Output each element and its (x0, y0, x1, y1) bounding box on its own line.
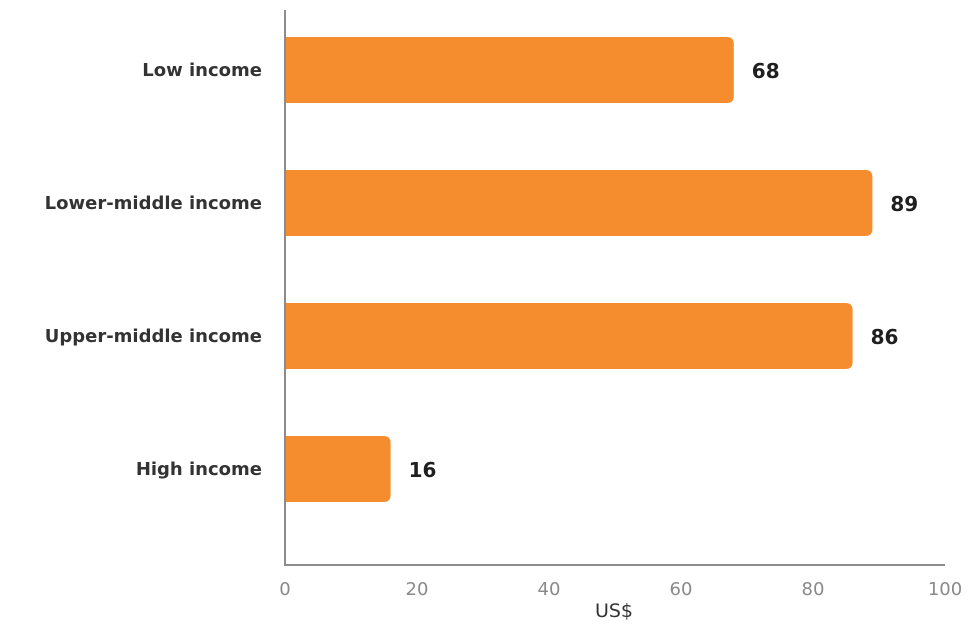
x-axis-title: US$ (595, 600, 633, 622)
bar-upper-middle-income (285, 303, 853, 369)
x-tick-label: 0 (279, 579, 290, 600)
x-tick-label: 100 (928, 579, 962, 600)
bar-lower-middle-income (285, 170, 873, 236)
labels-layer: Low income 68 Lower-middle income 89 Upper-m… (45, 59, 919, 482)
bars-layer (285, 37, 873, 502)
x-tick-label: 20 (406, 579, 429, 600)
value-label: 16 (409, 458, 437, 482)
bar-low-income (285, 37, 734, 103)
value-label: 86 (871, 325, 899, 349)
x-ticks-layer: 0 20 40 60 80 100 (279, 579, 962, 600)
value-label: 68 (752, 59, 780, 83)
category-label: Upper-middle income (45, 326, 262, 347)
x-tick-label: 40 (538, 579, 561, 600)
category-label: High income (136, 459, 262, 480)
bar-high-income (285, 436, 391, 502)
x-tick-label: 80 (802, 579, 825, 600)
category-label: Low income (142, 60, 262, 81)
category-label: Lower-middle income (45, 193, 262, 214)
x-tick-label: 60 (670, 579, 693, 600)
value-label: 89 (890, 192, 918, 216)
